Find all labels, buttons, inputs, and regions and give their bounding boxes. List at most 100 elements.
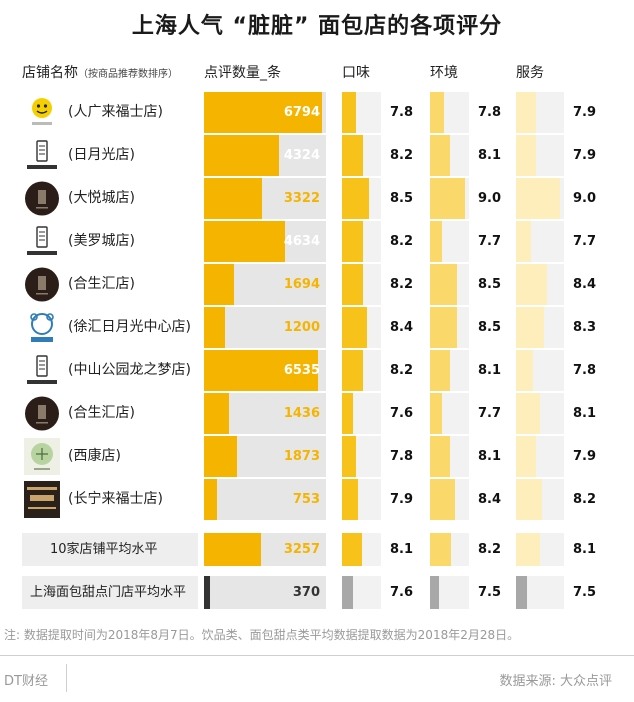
env-score-value: 7.5	[477, 585, 501, 600]
review-bar	[204, 307, 225, 348]
env-score-bar	[430, 393, 443, 434]
service-score-track	[516, 135, 564, 176]
store-row: (中山公园龙之梦店) 6535 8.2 8.1 7.8	[0, 349, 634, 392]
env-score-track	[430, 264, 469, 305]
taste-score-value: 8.2	[389, 277, 413, 292]
env-score-bar	[430, 350, 450, 391]
review-bar	[204, 533, 261, 566]
taste-score-track	[342, 221, 381, 262]
store-name: (大悦城店)	[68, 190, 135, 206]
env-score-value: 7.7	[477, 406, 501, 421]
service-score-value: 8.1	[572, 406, 596, 421]
round-dark-logo-icon	[24, 180, 60, 217]
service-score-track	[516, 479, 564, 520]
store-logo	[24, 395, 60, 432]
env-score-value: 7.7	[477, 234, 501, 249]
review-count: 1436	[283, 406, 320, 421]
env-score-value: 9.0	[477, 191, 501, 206]
service-score-value: 7.8	[572, 363, 596, 378]
service-score-bar	[516, 533, 540, 566]
store-row: (合生汇店) 1436 7.6 7.7 8.1	[0, 392, 634, 435]
review-count: 3257	[283, 542, 320, 557]
taste-score-value: 7.6	[389, 406, 413, 421]
taste-score-value: 7.6	[389, 585, 413, 600]
service-score-bar	[516, 479, 543, 520]
taste-score-value: 7.8	[389, 449, 413, 464]
store-row: (西康店) 1873 7.8 8.1 7.9	[0, 435, 634, 478]
taste-score-value: 8.2	[389, 234, 413, 249]
taste-score-bar	[342, 533, 362, 566]
service-score-value: 7.9	[572, 105, 596, 120]
average-label: 上海面包甜点门店平均水平	[30, 585, 187, 600]
review-bar	[204, 576, 211, 609]
footer-divider	[66, 664, 67, 692]
service-score-bar	[516, 576, 527, 609]
service-score-track	[516, 533, 564, 566]
store-row: (长宁来福士店) 753 7.9 8.4 8.2	[0, 478, 634, 521]
service-score-bar	[516, 92, 536, 133]
env-score-track	[430, 135, 469, 176]
review-bar-track: 3322	[204, 178, 326, 219]
footer-brand: DT财经	[4, 674, 48, 689]
service-score-value: 8.1	[572, 542, 596, 557]
env-score-bar	[430, 92, 445, 133]
env-score-value: 8.5	[477, 277, 501, 292]
service-score-bar	[516, 436, 536, 477]
taste-score-bar	[342, 264, 364, 305]
store-row: (大悦城店) 3322 8.5 9.0 9.0	[0, 177, 634, 220]
review-bar-track: 6794	[204, 92, 326, 133]
store-logo	[24, 438, 60, 475]
store-logo	[24, 223, 60, 260]
store-logo	[24, 137, 60, 174]
review-count: 4324	[283, 148, 320, 163]
service-score-bar	[516, 393, 540, 434]
header-reviews: 点评数量_条	[204, 65, 281, 81]
taste-score-track	[342, 264, 381, 305]
header-service: 服务	[516, 65, 544, 81]
average-row-10-stores: 10家店铺平均水平 3257 8.1 8.2 8.1	[0, 533, 634, 566]
env-score-track	[430, 350, 469, 391]
header-env: 环境	[430, 65, 458, 81]
env-score-track	[430, 92, 469, 133]
taste-score-value: 8.4	[389, 320, 413, 335]
lelecha-logo-icon	[24, 352, 60, 389]
review-bar	[204, 178, 262, 219]
lelecha-logo-icon	[24, 137, 60, 174]
service-score-track	[516, 178, 564, 219]
average-label-box	[22, 533, 198, 566]
taste-score-bar	[342, 221, 364, 262]
review-bar	[204, 92, 323, 133]
taste-score-track	[342, 479, 381, 520]
service-score-track	[516, 221, 564, 262]
store-row: (美罗城店) 4634 8.2 7.7 7.7	[0, 220, 634, 263]
service-score-track	[516, 393, 564, 434]
store-name: (西康店)	[68, 448, 121, 464]
honeybeast-logo-icon	[24, 481, 60, 518]
review-bar-track: 3257	[204, 533, 326, 566]
review-bar-track: 4634	[204, 221, 326, 262]
env-score-track	[430, 533, 469, 566]
taste-score-track	[342, 393, 381, 434]
service-score-value: 9.0	[572, 191, 596, 206]
env-score-bar	[430, 178, 466, 219]
taste-score-track	[342, 576, 381, 609]
header-store-sub: （按商品推荐数排序）	[78, 69, 178, 80]
taste-score-bar	[342, 178, 369, 219]
service-score-value: 7.7	[572, 234, 596, 249]
store-logo	[24, 352, 60, 389]
env-score-bar	[430, 479, 455, 520]
env-score-bar	[430, 307, 457, 348]
taste-score-value: 8.2	[389, 148, 413, 163]
taste-score-bar	[342, 479, 358, 520]
store-name: (日月光店)	[68, 147, 135, 163]
taste-score-value: 8.2	[389, 363, 413, 378]
review-bar-track: 753	[204, 479, 326, 520]
review-bar-track: 4324	[204, 135, 326, 176]
7-dollar-logo-icon	[24, 94, 60, 131]
taste-score-bar	[342, 393, 353, 434]
env-score-bar	[430, 436, 450, 477]
store-row: (日月光店) 4324 8.2 8.1 7.9	[0, 134, 634, 177]
env-score-value: 7.8	[477, 105, 501, 120]
taste-score-track	[342, 350, 381, 391]
bear-blue-logo-icon	[24, 309, 60, 346]
